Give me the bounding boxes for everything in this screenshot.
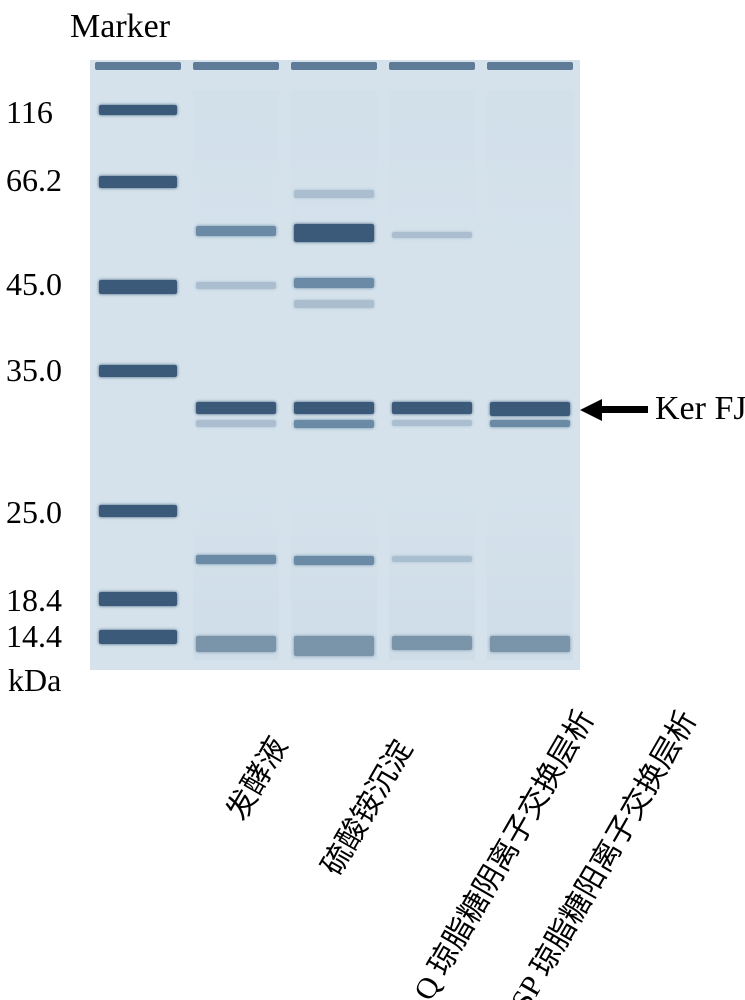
lane-labels: 发酵液硫酸铵沉淀Q 琼脂糖阴离子交换层析SP 琼脂糖阳离子交换层析 — [0, 0, 745, 1000]
gel-figure: Marker 11666.245.035.025.018.414.4 kDa K… — [0, 0, 745, 1000]
lane-label: Q 琼脂糖阴离子交换层析 — [400, 700, 603, 1000]
lane-label: 硫酸铵沉淀 — [308, 730, 421, 882]
lane-label: 发酵液 — [213, 727, 296, 827]
